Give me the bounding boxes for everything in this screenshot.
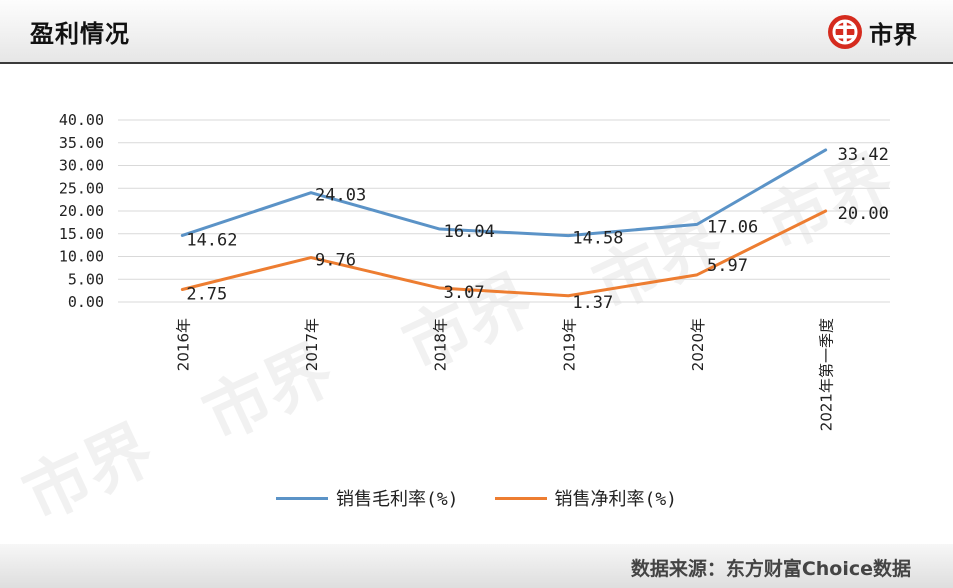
data-label: 20.00	[838, 204, 889, 224]
x-category-label: 2017年	[303, 318, 321, 371]
data-label: 33.42	[838, 145, 889, 165]
chart-legend: 销售毛利率(%) 销售净利率(%)	[0, 480, 953, 516]
data-label: 9.76	[315, 251, 356, 271]
page-title: 盈利情况	[30, 20, 130, 48]
data-label: 24.03	[315, 186, 366, 206]
y-tick-label: 30.00	[59, 157, 104, 175]
header-bar: 盈利情况 市界	[0, 0, 953, 64]
x-category-label: 2021年第一季度	[818, 318, 836, 431]
profitability-line-chart: 0.00 5.00 10.00 15.00 20.00 25.00 30.00 35.00 40…	[59, 111, 890, 431]
series-line-1	[180, 148, 828, 238]
y-tick-label: 40.00	[59, 111, 104, 129]
x-category-label: 2018年	[432, 318, 450, 371]
data-label: 14.58	[572, 229, 623, 249]
data-label: 3.07	[444, 283, 485, 303]
data-label: 16.04	[444, 222, 495, 242]
source-note: 数据来源：东方财富Choice数据	[630, 558, 911, 580]
y-tick-label: 5.00	[68, 270, 104, 288]
legend-swatch	[275, 496, 328, 500]
x-category-label: 2020年	[689, 318, 707, 371]
data-label: 17.06	[707, 217, 758, 237]
data-label: 14.62	[186, 230, 237, 250]
legend-item: 销售净利率(%)	[494, 485, 678, 511]
source-bar: 数据来源：东方财富Choice数据	[0, 544, 953, 588]
brand-logo: 市界	[827, 14, 917, 50]
x-category-label: 2019年	[560, 318, 578, 371]
shijie-logo-icon	[828, 15, 862, 49]
legend-label: 销售毛利率(%)	[335, 489, 459, 510]
y-tick-label: 20.00	[59, 202, 104, 220]
y-tick-label: 0.00	[68, 293, 104, 311]
data-label: 5.97	[707, 256, 748, 276]
legend-label: 销售净利率(%)	[554, 489, 678, 510]
series-line-2	[180, 209, 828, 298]
y-tick-label: 35.00	[59, 134, 104, 152]
legend-item: 销售毛利率(%)	[275, 485, 459, 511]
y-tick-label: 15.00	[59, 225, 104, 243]
legend-swatch	[494, 496, 547, 500]
brand-name: 市界	[869, 20, 917, 49]
data-label: 2.75	[186, 284, 227, 304]
x-category-label: 2016年	[174, 318, 192, 371]
y-tick-label: 10.00	[59, 248, 104, 266]
y-tick-label: 25.00	[59, 179, 104, 197]
data-label: 1.37	[572, 293, 613, 313]
